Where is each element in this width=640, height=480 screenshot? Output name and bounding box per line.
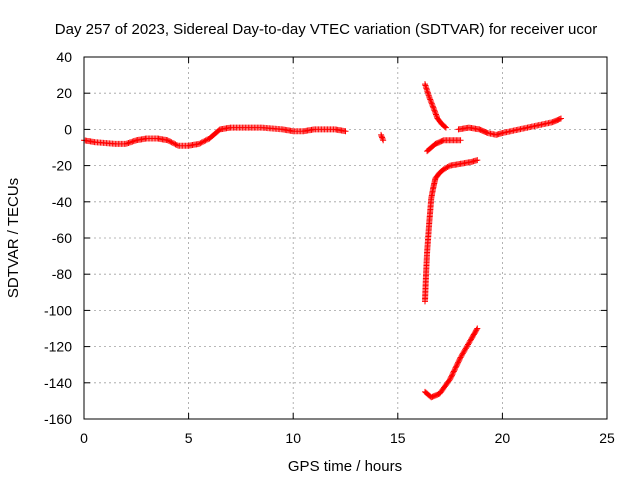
marks-drop-spike xyxy=(421,157,481,305)
y-tick-label: -140 xyxy=(44,375,72,391)
marks-isolated xyxy=(378,131,387,144)
y-tick-label: -80 xyxy=(52,266,72,282)
y-tick-label: -60 xyxy=(52,230,72,246)
series-isolated xyxy=(378,131,387,144)
y-tick-label: -20 xyxy=(52,158,72,174)
y-tick-label: 40 xyxy=(56,49,72,65)
series-bottom-curve xyxy=(421,325,481,401)
axis-ticks: 0 5 10 15 20 25 -160 -140 -120 -100 -80 -60 -40 -20 0 2… xyxy=(44,49,615,446)
marks-falling-arc xyxy=(421,81,449,131)
marks-short-band xyxy=(424,137,464,155)
series-short-band xyxy=(424,137,464,155)
y-tick-label: 20 xyxy=(56,85,72,101)
marks-bottom-curve xyxy=(421,325,481,401)
x-tick-label: 20 xyxy=(495,430,511,446)
y-tick-label: -120 xyxy=(44,339,72,355)
series-drop-spike xyxy=(421,157,481,305)
x-tick-label: 0 xyxy=(80,430,88,446)
x-tick-label: 10 xyxy=(285,430,301,446)
y-tick-label: -100 xyxy=(44,302,72,318)
data-series xyxy=(81,81,564,401)
series-falling-arc xyxy=(421,81,449,131)
y-axis-label: SDTVAR / TECUs xyxy=(5,178,22,298)
series-late-track xyxy=(455,115,564,138)
x-tick-label: 25 xyxy=(599,430,615,446)
y-tick-label: -40 xyxy=(52,194,72,210)
marks-main-track xyxy=(81,124,349,149)
grid xyxy=(84,57,607,419)
x-axis-label: GPS time / hours xyxy=(288,458,402,475)
series-main-track xyxy=(81,124,349,149)
y-tick-label: 0 xyxy=(64,121,72,137)
marks-late-track xyxy=(455,115,564,138)
chart-title: Day 257 of 2023, Sidereal Day-to-day VTE… xyxy=(55,21,597,38)
y-tick-label: -160 xyxy=(44,411,72,427)
x-tick-label: 5 xyxy=(185,430,193,446)
x-tick-label: 15 xyxy=(390,430,406,446)
